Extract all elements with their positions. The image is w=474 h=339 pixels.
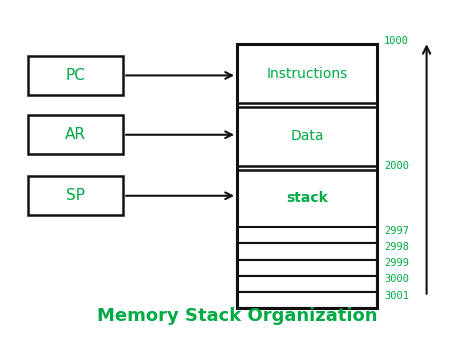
Bar: [237, 276, 377, 292]
Bar: [237, 170, 377, 227]
Text: SP: SP: [66, 188, 85, 203]
Text: 2999: 2999: [384, 258, 409, 268]
Text: 2998: 2998: [384, 242, 409, 252]
Bar: [237, 44, 377, 308]
Bar: [237, 107, 377, 166]
Bar: [237, 292, 377, 308]
Bar: [237, 243, 377, 260]
Text: 3000: 3000: [384, 274, 409, 284]
Text: Data: Data: [290, 129, 324, 143]
Text: 2997: 2997: [384, 225, 409, 236]
Bar: [237, 260, 377, 276]
Bar: [237, 227, 377, 243]
Text: 1000: 1000: [384, 36, 409, 46]
Bar: [28, 56, 123, 95]
Text: 2000: 2000: [384, 161, 409, 171]
Text: AR: AR: [65, 127, 86, 142]
Text: Instructions: Instructions: [266, 67, 347, 81]
Bar: [237, 44, 377, 103]
Bar: [28, 176, 123, 215]
Bar: [28, 115, 123, 154]
Text: Memory Stack Organization: Memory Stack Organization: [97, 307, 377, 325]
Text: stack: stack: [286, 191, 328, 205]
Text: 3001: 3001: [384, 291, 409, 301]
Text: PC: PC: [66, 68, 86, 83]
